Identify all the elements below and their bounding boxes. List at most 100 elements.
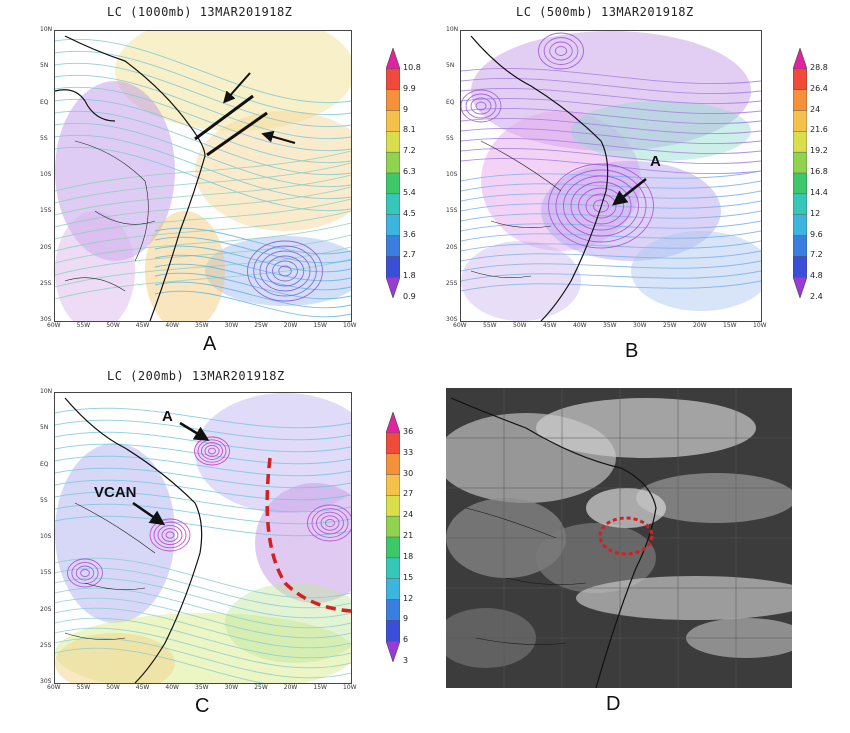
colorbar-tick-label: 9 — [403, 614, 409, 624]
satellite-map-d — [446, 388, 792, 688]
latitude-tick-label: 20S — [446, 243, 458, 251]
colorbar-swatch — [793, 152, 807, 174]
colorbar-tick-label: 2.4 — [810, 292, 823, 301]
panel-b-label: B — [625, 340, 639, 362]
longitude-tick-label: 45W — [135, 684, 150, 691]
latitude-tick-label: 10S — [40, 171, 52, 178]
panel-a-title: LC (1000mb) 13MAR201918Z — [107, 5, 293, 19]
colorbar-swatch — [386, 578, 400, 600]
colorbar-swatch — [386, 432, 400, 455]
colorbar-swatch — [386, 620, 400, 642]
longitude-tick-label: 55W — [76, 684, 91, 691]
colorbar-tick-label: 36 — [403, 426, 414, 436]
panel-c-colorbar — [385, 411, 401, 666]
latitude-tick-label: 25S — [40, 641, 52, 649]
colorbar-swatch — [386, 68, 400, 91]
panel-c-annotation-vcan: VCAN — [94, 484, 137, 501]
state-borders — [465, 507, 587, 645]
colorbar-swatch — [793, 131, 807, 153]
latitude-tick-label: 20S — [40, 243, 52, 251]
colorbar-swatch — [386, 214, 400, 236]
colorbar-tick-label: 6 — [403, 635, 409, 645]
panel-c-map — [54, 392, 352, 684]
longitude-tick-label: 25W — [663, 322, 677, 329]
colorbar-tick-label: 7.2 — [810, 250, 823, 260]
streamline-map-a — [55, 31, 351, 321]
colorbar-swatch — [386, 235, 400, 257]
panel-a-map — [54, 30, 352, 322]
colorbar-swatch — [386, 131, 400, 153]
longitude-tick-label: 60W — [47, 322, 61, 329]
colorbar-tick-label: 14.4 — [810, 187, 828, 197]
colorbar-tick-label: 4.5 — [403, 208, 416, 218]
latitude-tick-label: EQ — [40, 460, 49, 468]
latitude-tick-label: 20S — [40, 605, 52, 613]
panel-d-satellite-image — [446, 388, 792, 688]
colorbar-swatch — [793, 48, 807, 69]
colorbar-swatch — [793, 235, 807, 257]
longitude-tick-label: 30W — [633, 322, 647, 329]
latitude-tick-label: 5S — [40, 134, 48, 142]
colorbar-tick-label: 28.8 — [810, 62, 828, 72]
latitude-tick-label: 10S — [446, 171, 458, 178]
latitude-tick-label: 5S — [40, 496, 48, 504]
flow-arrow — [261, 130, 296, 144]
cloud-region — [586, 488, 666, 528]
colorbar-swatch — [386, 173, 400, 195]
colorbar-swatch — [386, 599, 400, 621]
longitude-tick-label: 35W — [603, 322, 617, 329]
longitude-tick-label: 50W — [513, 322, 527, 329]
longitude-tick-label: 20W — [283, 684, 298, 691]
panel-a-label: A — [203, 333, 217, 355]
colorbar-tick-label: 12 — [810, 208, 821, 218]
colorbar-swatch — [793, 110, 807, 132]
longitude-tick-label: 20W — [693, 322, 707, 329]
longitude-tick-label: 40W — [165, 684, 179, 691]
latitude-tick-label: 5N — [40, 424, 49, 432]
coastline — [450, 397, 657, 688]
latitude-tick-label: 5N — [446, 62, 455, 70]
colorbar-swatch — [386, 641, 400, 662]
longitude-tick-label: 45W — [543, 322, 557, 329]
colorbar-tick-label: 6.3 — [403, 167, 416, 176]
panel-b-map — [460, 30, 762, 322]
latitude-tick-label: 10S — [40, 533, 52, 540]
latitude-tick-label: 5N — [40, 62, 49, 70]
colorbar-tick-label: 8.1 — [403, 125, 416, 135]
colorbar-swatch — [793, 193, 807, 216]
latitude-tick-label: 10N — [40, 26, 53, 33]
longitude-tick-label: 15W — [313, 684, 327, 691]
colorbar-swatch — [386, 256, 400, 278]
panel-c-annotation-a: A — [162, 408, 173, 425]
colorbar-swatch — [386, 277, 400, 298]
colorbar-tick-label: 24 — [403, 510, 414, 520]
colorbar-tick-label: 21 — [403, 531, 414, 540]
streamline-map-b — [461, 31, 761, 321]
panel-c-title: LC (200mb) 13MAR201918Z — [107, 369, 285, 383]
longitude-tick-label: 60W — [453, 322, 467, 329]
annotation-arrow — [132, 501, 166, 526]
colorbar-tick-label: 30 — [403, 468, 414, 478]
colorbar-swatch — [386, 152, 400, 174]
longitude-tick-label: 10W — [753, 322, 767, 329]
colorbar-swatch — [386, 453, 400, 475]
colorbar-tick-label: 19.2 — [810, 146, 828, 156]
colorbar-swatch — [793, 277, 807, 298]
longitude-tick-label: 15W — [723, 322, 737, 329]
highlight-ellipse — [598, 516, 654, 556]
latitude-tick-label: EQ — [446, 98, 455, 106]
latitude-tick-label: 10N — [446, 26, 459, 33]
colorbar-swatch — [793, 173, 807, 195]
panel-c-label: C — [195, 695, 210, 717]
longitude-tick-label: 60W — [47, 684, 61, 691]
latitude-tick-label: 5S — [446, 134, 454, 142]
colorbar-tick-label: 9.9 — [403, 83, 416, 93]
longitude-tick-label: 55W — [76, 322, 91, 329]
longitude-tick-label: 30W — [224, 684, 239, 691]
colorbar-tick-label: 10.8 — [403, 62, 421, 72]
longitude-tick-label: 40W — [165, 322, 179, 329]
colorbar-tick-label: 33 — [403, 447, 414, 457]
longitude-tick-label: 50W — [106, 684, 120, 691]
colorbar-tick-label: 21.6 — [810, 125, 828, 135]
colorbar-b-ramp — [792, 47, 808, 299]
